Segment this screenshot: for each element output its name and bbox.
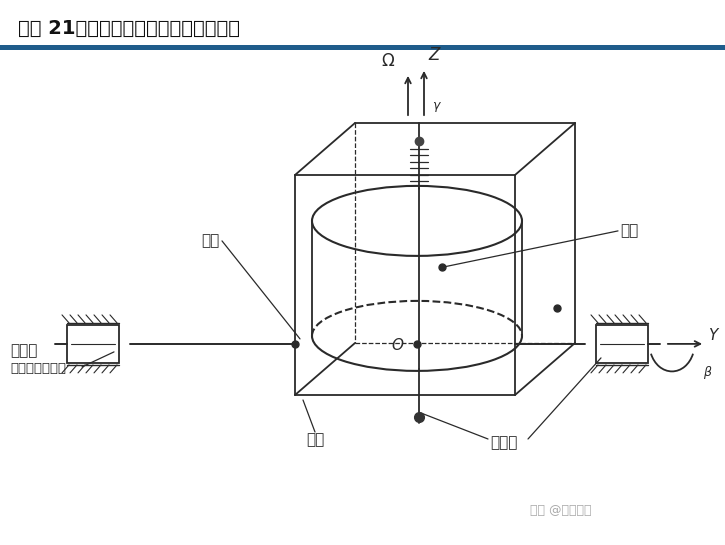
Text: Y: Y: [708, 329, 717, 343]
Text: O: O: [391, 338, 403, 353]
Text: 图表 21：单自由度液浮陀螺仪基本结构: 图表 21：单自由度液浮陀螺仪基本结构: [18, 19, 240, 38]
Text: 内环: 内环: [202, 233, 220, 249]
Text: 知乎 @未来智库: 知乎 @未来智库: [530, 504, 592, 517]
Text: Ω: Ω: [381, 52, 394, 70]
Bar: [67, 325, 119, 363]
Text: 转子: 转子: [620, 223, 638, 238]
Text: 壳体: 壳体: [306, 433, 324, 447]
Bar: [0, 45, 725, 50]
Text: （框架旋转轴）: （框架旋转轴）: [10, 362, 66, 376]
Bar: [596, 325, 648, 363]
Text: 输出轴: 输出轴: [10, 343, 38, 359]
Text: γ: γ: [432, 100, 439, 112]
Text: 输入轴: 输入轴: [490, 435, 518, 451]
Text: Z: Z: [428, 46, 439, 64]
Text: β: β: [703, 366, 711, 379]
